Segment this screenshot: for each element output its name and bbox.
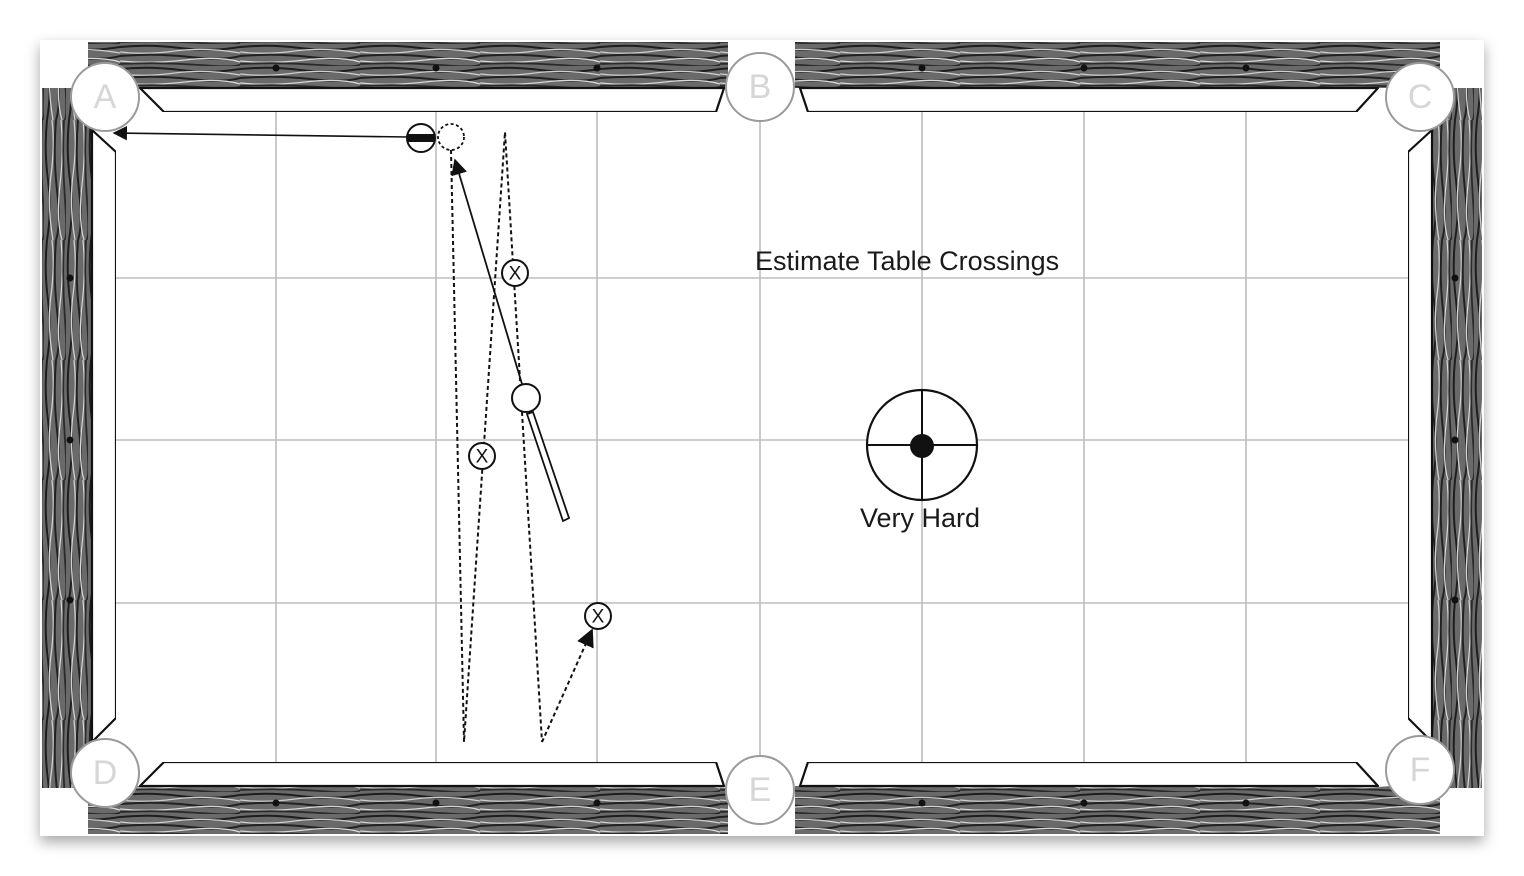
left-rail (42, 88, 92, 788)
object-ball-path (112, 125, 409, 141)
cushion-top-right (798, 86, 1380, 114)
top-right-rail (795, 42, 1440, 88)
cue-ball-path (450, 131, 594, 743)
diagram-title: Estimate Table Crossings (755, 246, 1059, 276)
pockets: A B C D E F (70, 52, 1455, 825)
pocket-f: F (1385, 735, 1455, 805)
cue-ball (511, 383, 541, 413)
object-ball (406, 123, 436, 153)
ghost-ball (437, 123, 465, 151)
top-left-rail (88, 42, 728, 88)
svg-text:X: X (592, 607, 605, 628)
cushion-bottom-left (138, 760, 726, 788)
table-grid (116, 112, 1408, 762)
difficulty-label: Very Hard (860, 503, 980, 533)
target-marker-1: X (501, 259, 529, 287)
pocket-d-label: D (93, 754, 118, 792)
pocket-e-label: E (749, 771, 772, 809)
pocket-d: D (70, 738, 140, 808)
bottom-right-rail (795, 786, 1440, 834)
pocket-f-label: F (1410, 751, 1431, 789)
rail-diamonds (66, 64, 1459, 807)
pocket-a: A (70, 62, 140, 132)
pocket-c: C (1385, 62, 1455, 132)
pocket-e: E (725, 755, 795, 825)
pocket-c-label: C (1408, 78, 1433, 116)
cushion-left (90, 128, 118, 744)
cushion-right (1406, 128, 1434, 744)
targets: X X X (468, 259, 612, 630)
target-marker-2: X (468, 442, 496, 470)
cue-tip-position-icon (865, 388, 979, 502)
cushions (90, 86, 1434, 788)
aim-line (451, 158, 523, 385)
pocket-a-label: A (94, 78, 117, 116)
svg-text:X: X (509, 264, 522, 285)
pocket-b: B (725, 52, 795, 122)
cushion-bottom-right (798, 760, 1380, 788)
target-marker-3: X (584, 602, 612, 630)
cushion-top-left (138, 86, 726, 114)
svg-text:X: X (476, 447, 489, 468)
wood-rails (42, 42, 1482, 834)
bottom-left-rail (88, 786, 728, 834)
pocket-b-label: B (749, 68, 772, 106)
cue-stick (525, 410, 571, 523)
table-cloth (116, 112, 1408, 762)
cue-path-zigzag (450, 131, 543, 743)
